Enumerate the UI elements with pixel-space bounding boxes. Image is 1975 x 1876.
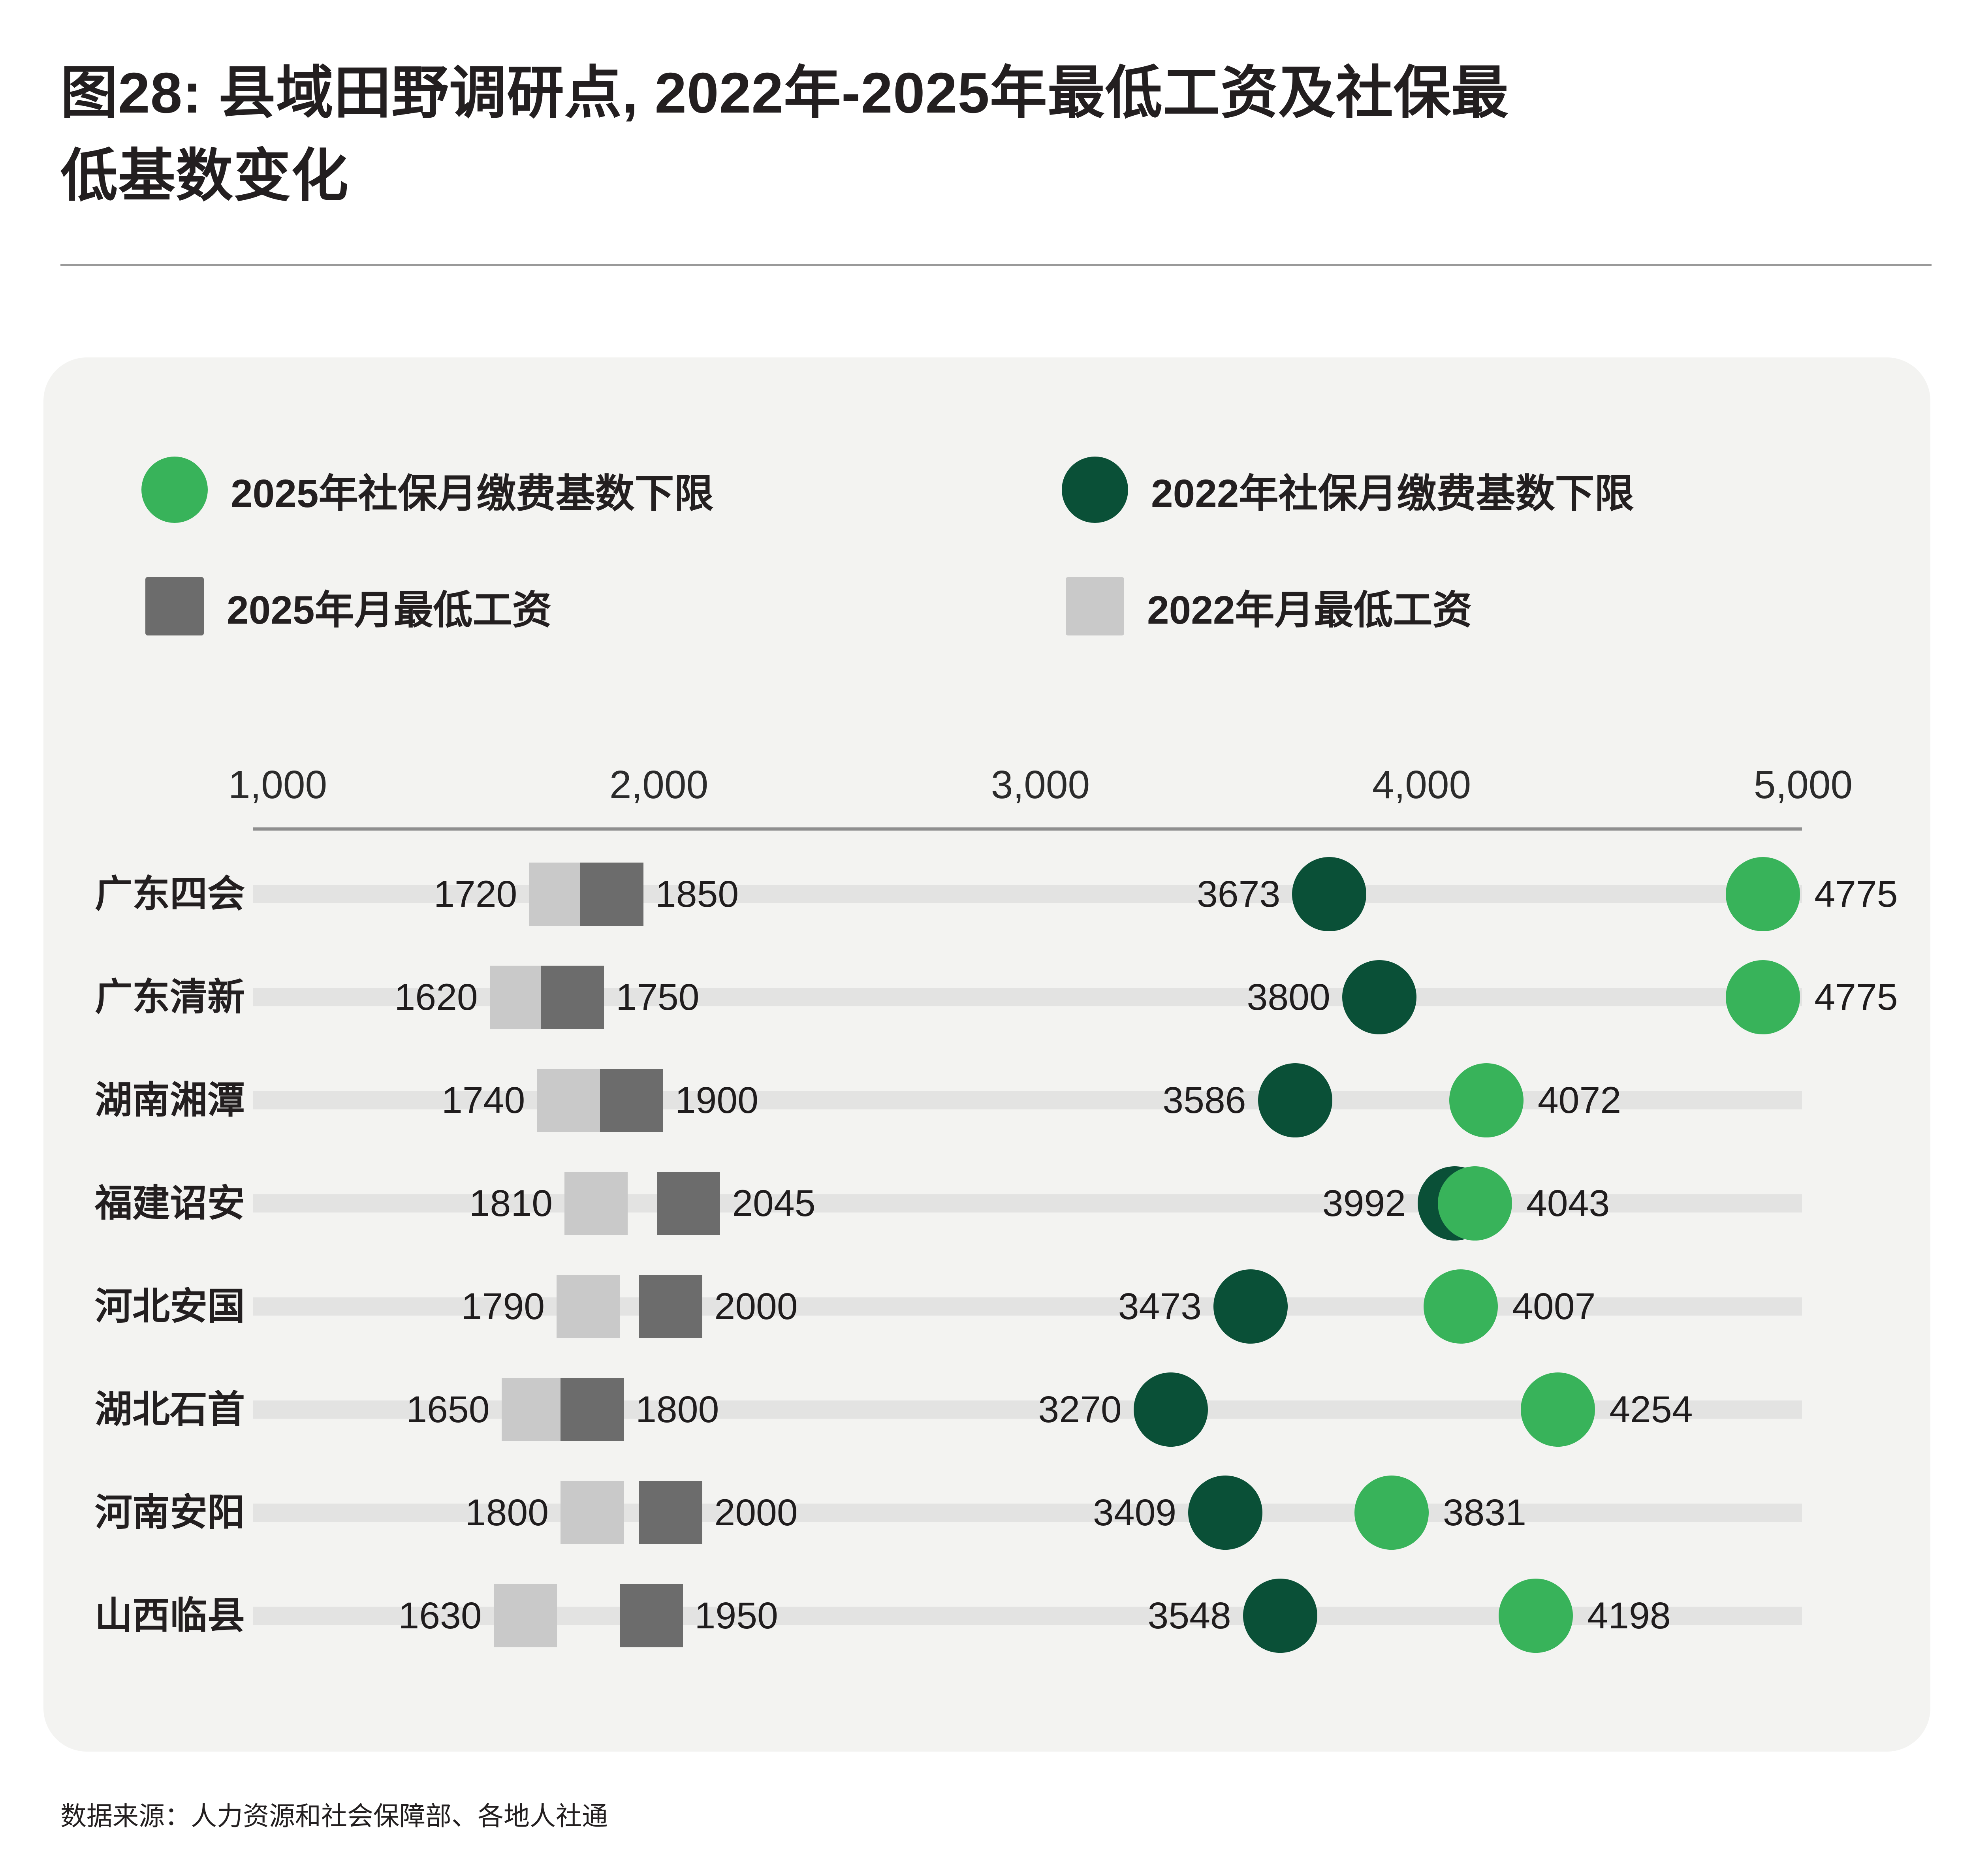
ss-base-2022-marker xyxy=(1292,857,1367,931)
min-wage-2022-value: 1650 xyxy=(406,1389,490,1430)
legend-label: 2025年月最低工资 xyxy=(227,588,552,632)
figure-title: 图28: 县域田野调研点, 2022年-2025年最低工资及社保最 低基数变化 xyxy=(60,51,1917,218)
min-wage-2022-value: 1720 xyxy=(434,873,517,915)
min-wage-2022-value: 1790 xyxy=(461,1286,545,1327)
min-wage-2025-marker xyxy=(541,966,604,1029)
green-circle-icon xyxy=(141,457,208,523)
min-wage-2025-value: 1800 xyxy=(636,1389,719,1430)
legend-item-2022-ss-base: 2022年社保月缴费基数下限 xyxy=(1062,452,1634,527)
row-track xyxy=(253,1194,1802,1212)
ss-base-2025-marker xyxy=(1499,1579,1573,1653)
min-wage-2022-marker xyxy=(557,1275,620,1338)
row-track xyxy=(253,988,1802,1006)
ss-base-2022-value: 3586 xyxy=(1162,1079,1246,1121)
ss-base-2025-marker xyxy=(1449,1063,1524,1137)
ss-base-2022-marker xyxy=(1213,1269,1288,1344)
ss-base-2025-value: 4775 xyxy=(1814,873,1898,915)
min-wage-2025-marker xyxy=(600,1069,663,1132)
figure-title-line-2: 低基数变化 xyxy=(60,144,349,208)
min-wage-2025-value: 2045 xyxy=(732,1182,816,1224)
x-axis-tick-label: 5,000 xyxy=(1753,763,1853,807)
ss-base-2025-marker xyxy=(1424,1269,1498,1344)
min-wage-2025-value: 2000 xyxy=(714,1492,798,1534)
ss-base-2025-value: 4254 xyxy=(1609,1389,1693,1430)
ss-base-2025-marker xyxy=(1354,1476,1429,1550)
legend-label: 2022年月最低工资 xyxy=(1147,588,1472,632)
ss-base-2022-value: 3473 xyxy=(1118,1286,1202,1327)
light-gray-square-icon xyxy=(1066,577,1124,635)
row-label: 广东清新 xyxy=(95,976,245,1018)
min-wage-2022-marker xyxy=(493,1584,557,1647)
min-wage-2025-marker xyxy=(619,1584,683,1647)
min-wage-2025-marker xyxy=(639,1275,703,1338)
legend-label: 2025年社保月缴费基数下限 xyxy=(231,471,714,516)
ss-base-2025-value: 3831 xyxy=(1443,1492,1527,1534)
ss-base-2022-value: 3800 xyxy=(1247,976,1330,1018)
row-track xyxy=(253,1297,1802,1316)
dark-green-circle-icon xyxy=(1062,457,1128,523)
ss-base-2025-value: 4198 xyxy=(1587,1595,1671,1637)
row-label: 山西临县 xyxy=(95,1595,245,1637)
row-label: 广东四会 xyxy=(95,873,245,915)
min-wage-2022-marker xyxy=(537,1069,600,1132)
min-wage-2025-value: 1950 xyxy=(694,1595,778,1637)
min-wage-2022-value: 1620 xyxy=(394,976,478,1018)
row-label: 河南安阳 xyxy=(95,1492,245,1534)
row-label: 河北安国 xyxy=(95,1286,245,1327)
figure-title-line-1: 图28: 县域田野调研点, 2022年-2025年最低工资及社保最 xyxy=(60,61,1509,125)
min-wage-2022-marker xyxy=(561,1481,624,1544)
ss-base-2025-value: 4775 xyxy=(1814,976,1898,1018)
min-wage-2025-marker xyxy=(639,1481,703,1544)
legend-item-2022-min-wage: 2022年月最低工资 xyxy=(1066,569,1472,644)
ss-base-2022-marker xyxy=(1258,1063,1332,1137)
min-wage-2025-value: 1750 xyxy=(616,976,700,1018)
x-axis-tick-label: 1,000 xyxy=(228,763,327,807)
x-axis-line xyxy=(253,827,1802,831)
row-track xyxy=(253,885,1802,903)
dark-gray-square-icon xyxy=(145,577,204,635)
ss-base-2025-value: 4007 xyxy=(1512,1286,1596,1327)
ss-base-2022-value: 3673 xyxy=(1196,873,1281,915)
row-label: 湖南湘潭 xyxy=(95,1079,245,1121)
ss-base-2025-marker xyxy=(1437,1166,1512,1241)
min-wage-2022-value: 1800 xyxy=(465,1492,549,1534)
min-wage-2025-marker xyxy=(657,1172,720,1235)
min-wage-2022-marker xyxy=(564,1172,628,1235)
min-wage-2025-value: 1850 xyxy=(655,873,739,915)
min-wage-2022-value: 1810 xyxy=(469,1182,553,1224)
ss-base-2025-value: 4043 xyxy=(1526,1182,1610,1224)
ss-base-2025-value: 4072 xyxy=(1537,1079,1621,1121)
min-wage-2025-marker xyxy=(561,1378,624,1441)
ss-base-2022-value: 3270 xyxy=(1038,1389,1122,1430)
x-axis-tick-label: 2,000 xyxy=(609,763,709,807)
ss-base-2022-marker xyxy=(1188,1476,1263,1550)
ss-base-2022-value: 3548 xyxy=(1147,1595,1231,1637)
ss-base-2025-marker xyxy=(1726,857,1800,931)
row-track xyxy=(253,1091,1802,1109)
ss-base-2022-marker xyxy=(1342,960,1416,1034)
row-label: 湖北石首 xyxy=(95,1389,245,1430)
ss-base-2022-marker xyxy=(1243,1579,1317,1653)
x-axis-tick-label: 4,000 xyxy=(1372,763,1471,807)
row-label: 福建诏安 xyxy=(95,1182,245,1224)
title-divider xyxy=(60,264,1932,266)
min-wage-2025-value: 2000 xyxy=(714,1286,798,1327)
row-track xyxy=(253,1504,1802,1522)
ss-base-2025-marker xyxy=(1521,1372,1595,1447)
source-note: 数据来源：人力资源和社会保障部、各地人社通 xyxy=(60,1801,608,1831)
legend-item-2025-min-wage: 2025年月最低工资 xyxy=(145,569,551,644)
ss-base-2022-marker xyxy=(1133,1372,1208,1447)
ss-base-2025-marker xyxy=(1726,960,1800,1034)
ss-base-2022-value: 3992 xyxy=(1322,1182,1406,1224)
ss-base-2022-value: 3409 xyxy=(1093,1492,1177,1534)
min-wage-2022-marker xyxy=(501,1378,565,1441)
x-axis-tick-label: 3,000 xyxy=(991,763,1090,807)
min-wage-2022-value: 1740 xyxy=(441,1079,525,1121)
legend-label: 2022年社保月缴费基数下限 xyxy=(1151,471,1634,516)
min-wage-2025-value: 1900 xyxy=(675,1079,759,1121)
min-wage-2025-marker xyxy=(580,863,643,926)
chart-card xyxy=(43,357,1930,1752)
legend-item-2025-ss-base: 2025年社保月缴费基数下限 xyxy=(141,452,713,527)
min-wage-2022-value: 1630 xyxy=(398,1595,482,1637)
